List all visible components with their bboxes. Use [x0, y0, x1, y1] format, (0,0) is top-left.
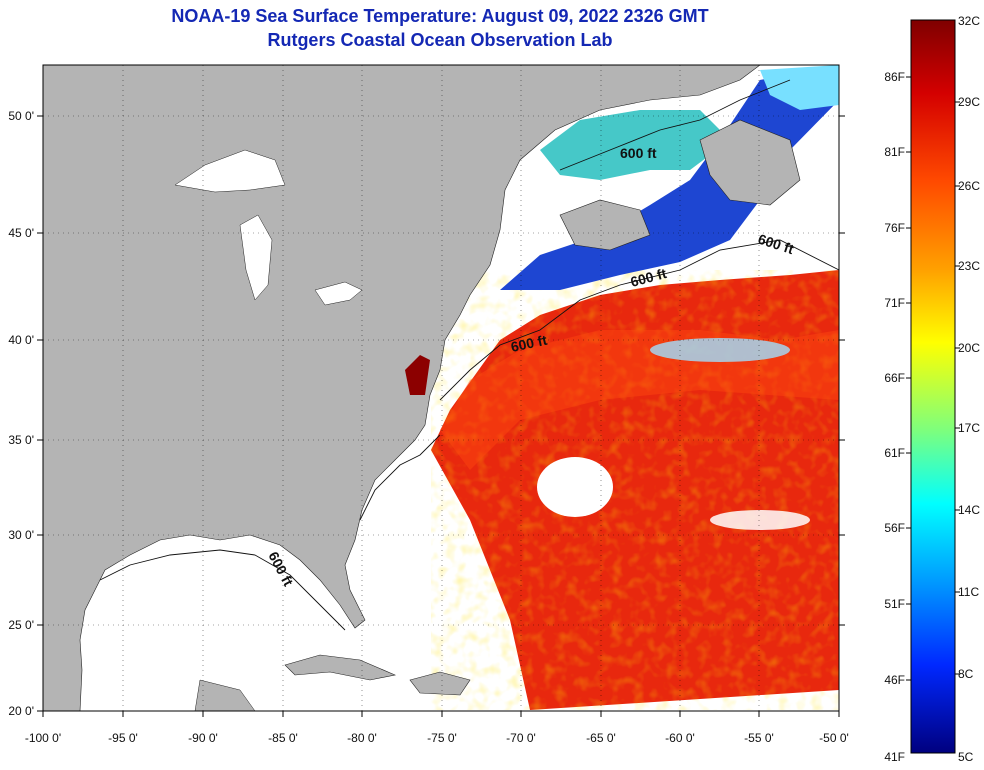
lon-tick-label: -100 0' — [25, 731, 61, 745]
celsius-label: 11C — [958, 585, 979, 599]
lon-tick-label: -70 0' — [506, 731, 536, 745]
cloud-patch — [710, 510, 810, 530]
cool-patch — [650, 338, 790, 362]
depth-label: 600 ft — [509, 332, 548, 355]
lon-tick-label: -75 0' — [427, 731, 457, 745]
celsius-label: 20C — [958, 341, 980, 355]
fahrenheit-label: 76F — [884, 221, 905, 235]
axis-ticks — [37, 115, 845, 717]
sst-texture — [431, 270, 839, 710]
celsius-label: 17C — [958, 421, 980, 435]
fahrenheit-label: 61F — [884, 446, 905, 460]
lon-tick-label: -50 0' — [819, 731, 849, 745]
lon-tick-label: -60 0' — [665, 731, 695, 745]
map-title: NOAA-19 Sea Surface Temperature: August … — [171, 6, 709, 26]
lat-tick-label: 30 0' — [8, 528, 34, 542]
celsius-label: 32C — [958, 14, 980, 28]
fahrenheit-label: 71F — [884, 296, 905, 310]
lon-tick-label: -95 0' — [108, 731, 138, 745]
warm-band — [440, 330, 839, 470]
fahrenheit-label: 86F — [884, 70, 905, 84]
land-newfoundland — [699, 119, 801, 206]
celsius-label: 8C — [958, 667, 974, 681]
lake-erie — [314, 281, 363, 306]
land-north-america — [43, 65, 761, 711]
fahrenheit-label: 41F — [884, 750, 905, 764]
celsius-label: 23C — [958, 259, 980, 273]
colorbar-ticks — [906, 76, 960, 681]
celsius-label: 5C — [958, 750, 974, 764]
land-yucatan — [194, 679, 256, 711]
celsius-label: 26C — [958, 179, 980, 193]
land-hispaniola — [409, 671, 471, 696]
land-cuba — [284, 654, 397, 681]
cool-water-north — [760, 65, 839, 110]
lat-tick-label: 40 0' — [8, 333, 34, 347]
lon-labels: -100 0' -95 0' -90 0' -85 0' -80 0' -75 … — [25, 731, 849, 745]
fahrenheit-label: 56F — [884, 521, 905, 535]
lat-tick-label: 50 0' — [8, 109, 34, 123]
lat-tick-label: 20 0' — [8, 704, 34, 718]
lat-tick-label: 45 0' — [8, 226, 34, 240]
lon-tick-label: -85 0' — [268, 731, 298, 745]
lon-tick-label: -90 0' — [188, 731, 218, 745]
lat-labels: 50 0' 45 0' 40 0' 35 0' 30 0' 25 0' 20 0… — [8, 109, 34, 718]
cool-water-gulf — [540, 110, 730, 180]
depth-label: 600 ft — [620, 145, 657, 161]
celsius-label: 14C — [958, 503, 980, 517]
map-body: 600 ft 600 ft 600 ft 600 ft 600 ft — [43, 65, 839, 711]
lat-tick-label: 35 0' — [8, 433, 34, 447]
celsius-label: 29C — [958, 95, 980, 109]
map-frame — [42, 64, 840, 712]
fahrenheit-labels: 86F 81F 76F 71F 66F 61F 56F 51F 46F 41F — [884, 70, 905, 764]
lat-tick-label: 25 0' — [8, 618, 34, 632]
fahrenheit-label: 66F — [884, 371, 905, 385]
lake-michigan — [239, 214, 273, 301]
fahrenheit-label: 46F — [884, 673, 905, 687]
map-subtitle: Rutgers Coastal Ocean Observation Lab — [267, 30, 613, 50]
lon-tick-label: -55 0' — [744, 731, 774, 745]
celsius-labels: 32C 29C 26C 23C 20C 17C 14C 11C 8C 5C — [958, 14, 980, 764]
fahrenheit-label: 51F — [884, 597, 905, 611]
cold-water-shelf — [500, 65, 839, 290]
lon-tick-label: -65 0' — [586, 731, 616, 745]
colorbar — [910, 19, 956, 754]
land-nova-scotia — [559, 199, 651, 251]
lake-superior — [174, 149, 286, 193]
chesapeake-bay — [405, 355, 430, 395]
cloud-patch — [537, 457, 613, 517]
fahrenheit-label: 81F — [884, 145, 905, 159]
lon-tick-label: -80 0' — [347, 731, 377, 745]
